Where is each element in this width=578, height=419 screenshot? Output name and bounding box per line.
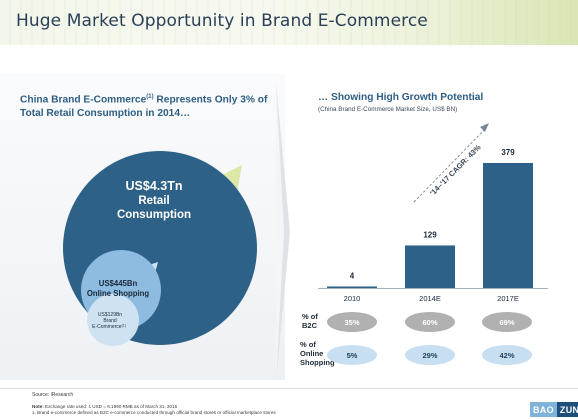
row-label-online-line2: Online — [300, 349, 324, 358]
b2c-pill-2017e: 69% — [482, 312, 532, 332]
cagr-label: '14–'17 CAGR: 43% — [428, 143, 483, 198]
b2c-pill-2014e: 60% — [405, 312, 455, 332]
bars-layer: 4 2010 129 2014E 379 2017E — [318, 148, 548, 303]
section-divider-arrow-icon — [276, 82, 290, 382]
left-title-sup: (1) — [146, 94, 154, 100]
row-label-b2c: % of B2C — [302, 312, 318, 330]
logo-part-1: BAO — [530, 402, 557, 417]
online-pill-2010: 5% — [327, 345, 377, 365]
bar-value-label: 129 — [423, 230, 437, 239]
left-title-part2: Represents Only 3% of Total Retail Consu… — [20, 94, 268, 120]
footnote-line1: Note: Exchange rate used: 1 USD = 6.1990… — [32, 404, 276, 410]
retail-label-line1: Retail — [138, 195, 169, 207]
footnote-line2: 1. Brand e-commerce defined as B2C e-com… — [32, 410, 276, 415]
x-tick-label: 2017E — [497, 294, 519, 303]
header-band — [0, 0, 578, 45]
chart-title: … Showing High Growth Potential — [318, 92, 484, 103]
bar-value-label: 379 — [501, 148, 515, 157]
source-note: Source: iResearch — [32, 392, 74, 398]
left-title: China Brand E-Commerce(1) Represents Onl… — [20, 90, 280, 121]
footer-divider — [0, 388, 578, 389]
baozun-logo: BAO ZUN — [530, 402, 578, 417]
online-pill-2017e: 42% — [482, 345, 532, 365]
cagr-arrow-head-icon — [480, 123, 489, 132]
retail-label-line2: Consumption — [117, 209, 191, 221]
bar-2017e — [483, 163, 533, 288]
row-label-online-line3: Shopping — [300, 358, 335, 367]
row-label-online: % of Online Shopping — [300, 340, 335, 367]
brand-label-line1: Brand — [103, 318, 117, 324]
bar-2010 — [327, 286, 377, 288]
cagr-arrow-line — [413, 127, 487, 203]
footnote-text1: Exchange rate used: 1 USD = 6.1990 RMB a… — [43, 404, 178, 409]
bar-2014e — [405, 245, 455, 288]
left-title-part1: China Brand E-Commerce — [20, 94, 147, 106]
x-tick-label: 2014E — [419, 294, 441, 303]
footnote-label: Note: — [32, 404, 44, 409]
page-title: Huge Market Opportunity in Brand E-Comme… — [16, 11, 428, 31]
row-label-b2c-line1: % of — [302, 312, 318, 321]
logo-part-2: ZUN — [556, 402, 578, 417]
row-label-online-line1: % of — [300, 340, 316, 349]
bar-value-label: 4 — [350, 272, 355, 281]
retail-amount: US$4.3Tn — [126, 179, 183, 193]
chart-subtitle: (China Brand E-Commerce Market Size, US$… — [318, 106, 458, 113]
x-tick-label: 2010 — [344, 294, 361, 303]
b2c-pill-2010: 35% — [327, 312, 377, 332]
brand-label-sup: (1) — [122, 324, 126, 328]
online-label: Online Shopping — [87, 289, 150, 298]
brand-label-line2-text: E-Commerce — [92, 324, 122, 330]
footnote: Note: Exchange rate used: 1 USD = 6.1990… — [32, 404, 276, 416]
brand-label-line2: E-Commerce(1) — [92, 324, 126, 331]
brand-amount: US$129Bn — [98, 312, 122, 318]
row-label-b2c-line2: B2C — [302, 321, 318, 330]
online-pill-2014e: 29% — [405, 345, 455, 365]
brand-ecommerce-circle — [87, 294, 139, 346]
online-amount: US$445Bn — [99, 279, 138, 288]
